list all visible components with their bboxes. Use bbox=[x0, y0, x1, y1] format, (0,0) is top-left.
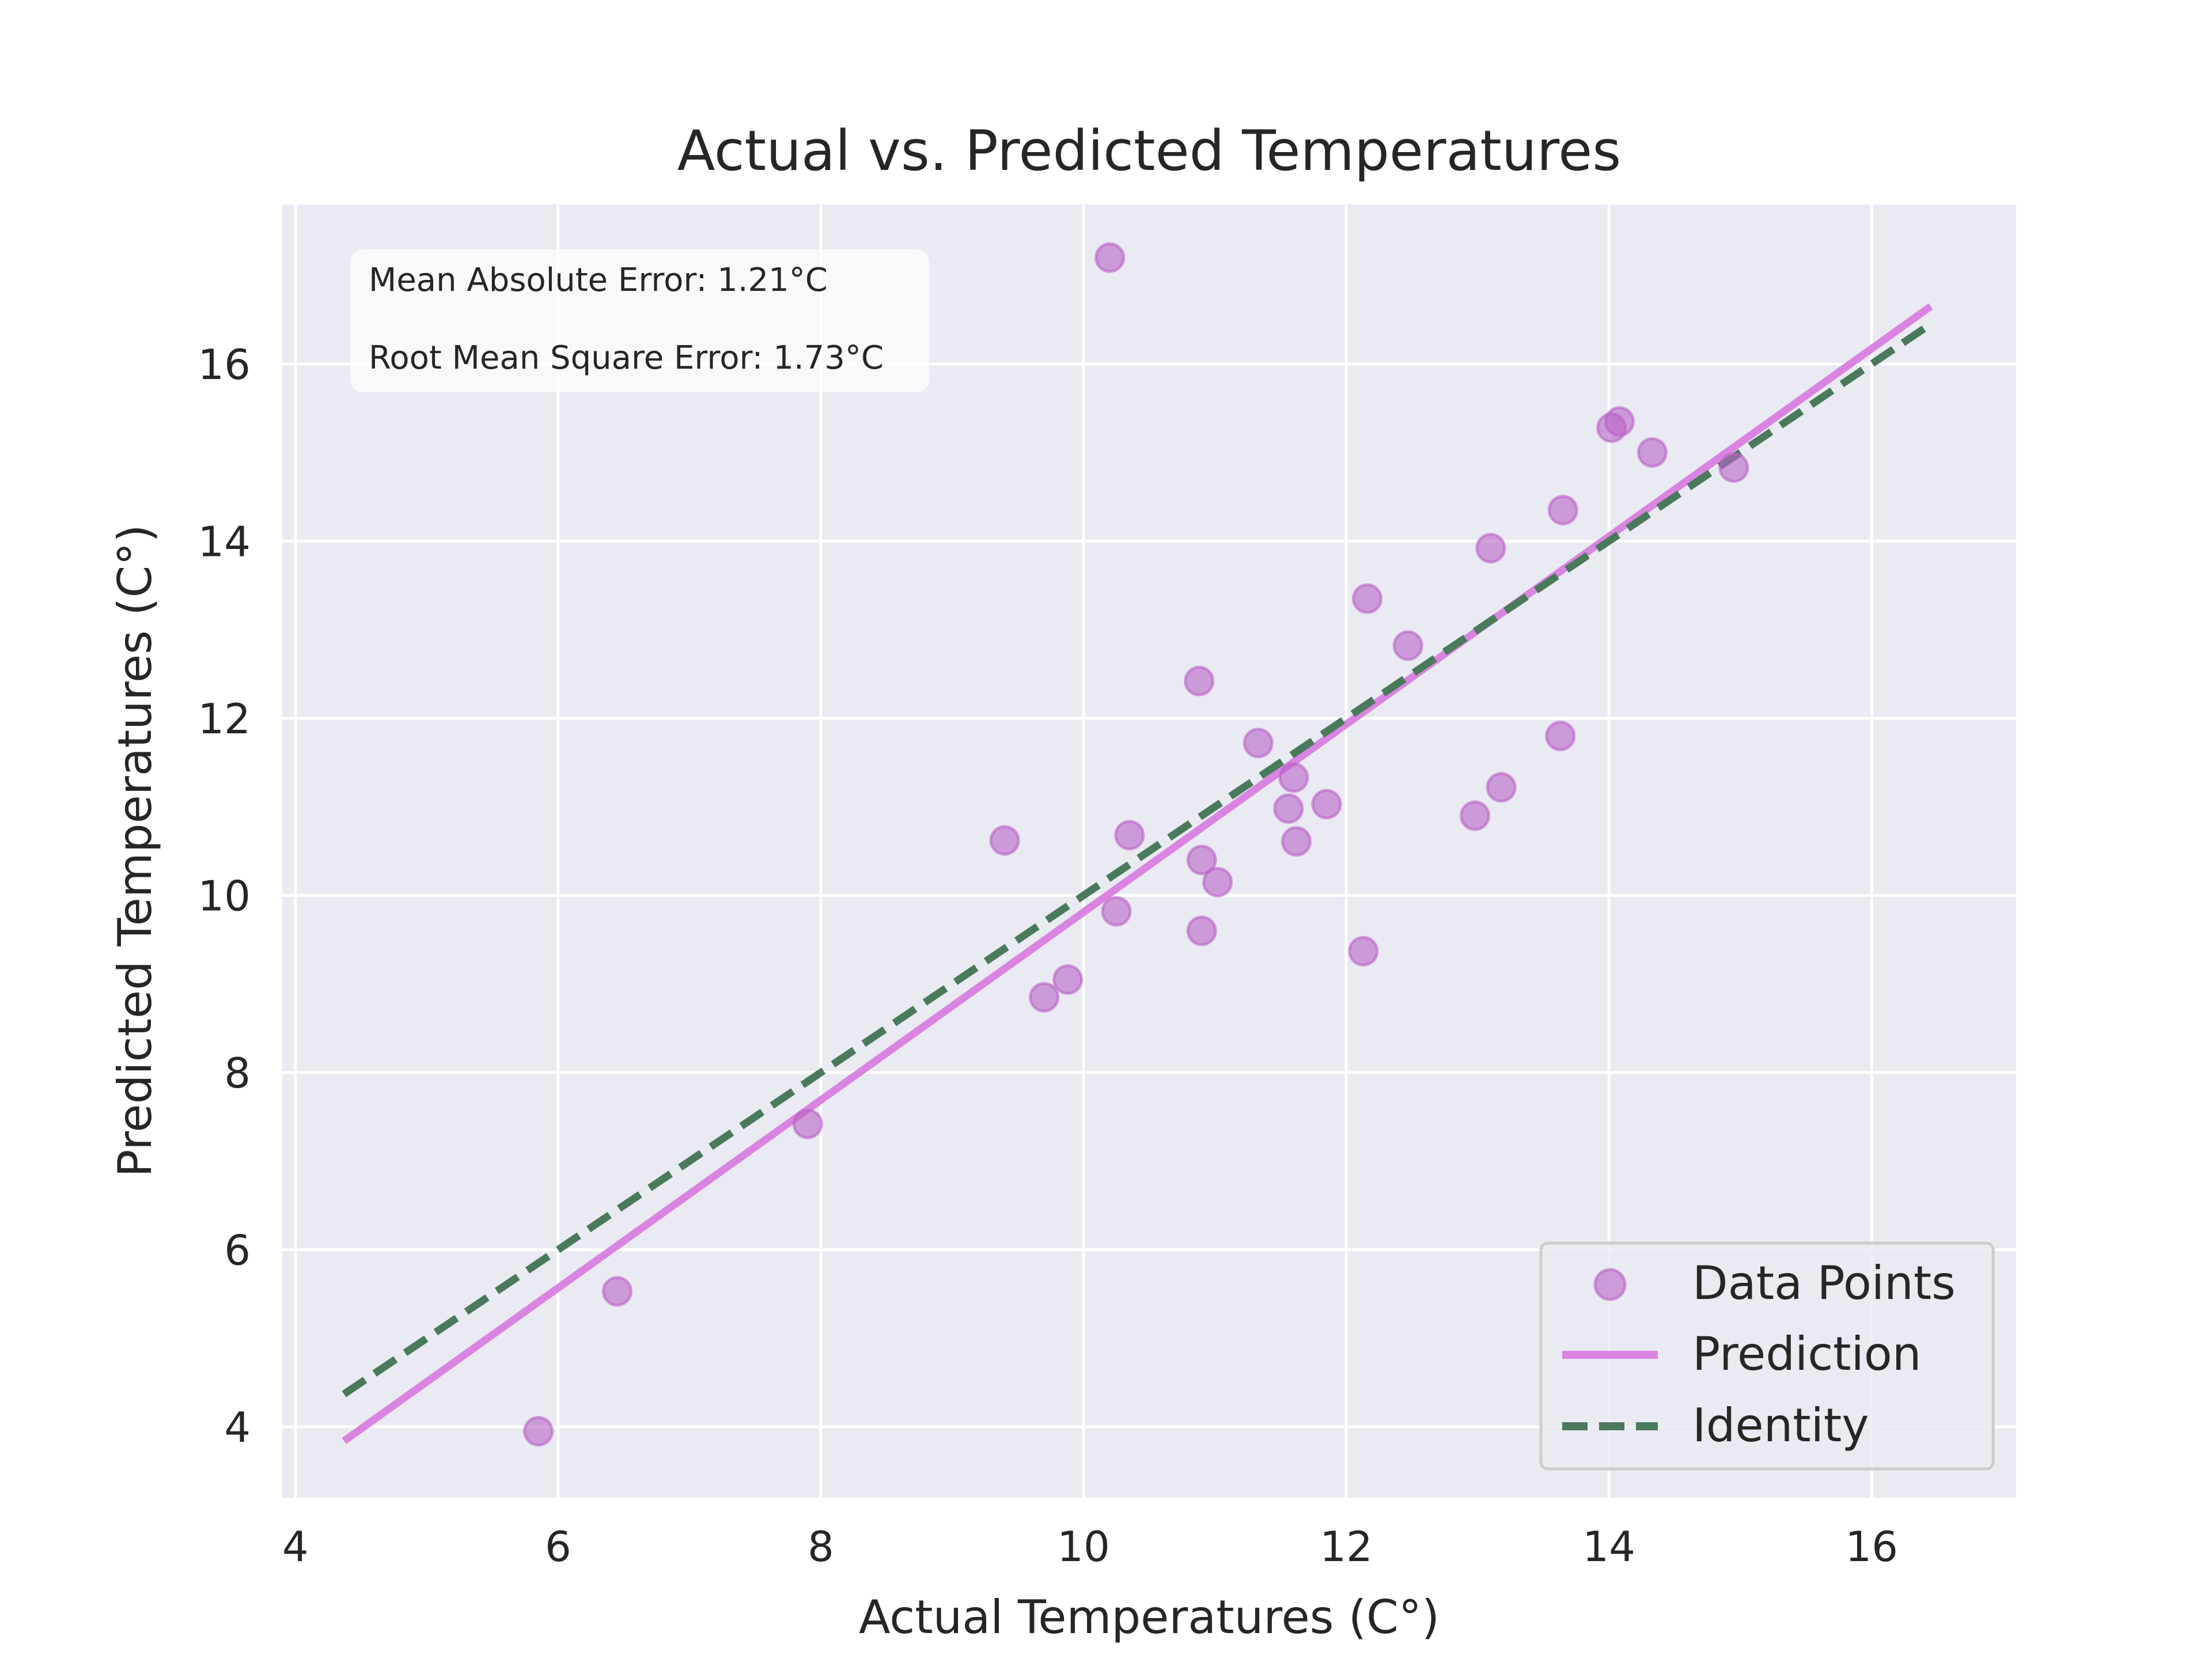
x-tick-label: 10 bbox=[1057, 1522, 1110, 1571]
y-axis-label: Predicted Temperatures (C°) bbox=[108, 524, 162, 1177]
metrics-box: Mean Absolute Error: 1.21°C Root Mean Sq… bbox=[350, 249, 929, 392]
prediction-line bbox=[342, 303, 1933, 1444]
data-point bbox=[1273, 793, 1304, 824]
y-tick-label: 10 bbox=[198, 872, 251, 920]
data-point bbox=[1545, 721, 1576, 752]
x-tick-label: 6 bbox=[545, 1522, 571, 1571]
x-tick-label: 16 bbox=[1845, 1522, 1898, 1571]
data-point bbox=[1186, 915, 1217, 946]
y-tick-label: 6 bbox=[224, 1226, 251, 1274]
data-point bbox=[1281, 826, 1312, 857]
data-point bbox=[1094, 242, 1126, 273]
y-tick-label: 8 bbox=[224, 1049, 251, 1097]
data-point bbox=[1718, 452, 1749, 483]
y-tick-label: 4 bbox=[224, 1403, 251, 1452]
data-point bbox=[1278, 762, 1309, 793]
data-point bbox=[1460, 800, 1491, 831]
chart-title: Actual vs. Predicted Temperatures bbox=[677, 119, 1621, 183]
x-tick-label: 12 bbox=[1320, 1522, 1373, 1571]
x-tick-label: 8 bbox=[808, 1522, 834, 1571]
data-point bbox=[1052, 964, 1084, 995]
data-point bbox=[601, 1276, 632, 1307]
x-tick-label: 14 bbox=[1582, 1522, 1635, 1571]
identity-line bbox=[342, 321, 1933, 1397]
scatter-series bbox=[523, 242, 1749, 1447]
x-axis-label: Actual Temperatures (C°) bbox=[859, 1590, 1440, 1644]
y-tick-label: 14 bbox=[198, 517, 251, 566]
grid bbox=[282, 204, 2016, 1498]
data-point bbox=[1311, 789, 1342, 820]
rmse-annotation: Root Mean Square Error: 1.73°C bbox=[369, 339, 884, 377]
legend: Data Points Prediction Identity bbox=[1539, 1241, 1995, 1471]
data-point bbox=[1475, 533, 1506, 564]
x-tick-labels: 4 6 8 10 12 14 16 bbox=[282, 1522, 1898, 1571]
data-point bbox=[1637, 437, 1668, 468]
legend-label-data-points: Data Points bbox=[1692, 1256, 1956, 1310]
x-tick-label: 4 bbox=[282, 1522, 309, 1571]
y-tick-label: 16 bbox=[198, 340, 251, 389]
line-series bbox=[342, 303, 1933, 1444]
mae-annotation: Mean Absolute Error: 1.21°C bbox=[369, 262, 828, 299]
legend-label-identity: Identity bbox=[1692, 1399, 1869, 1452]
data-point bbox=[1604, 406, 1635, 437]
data-point bbox=[1348, 935, 1379, 967]
data-point bbox=[1101, 896, 1132, 927]
data-point bbox=[989, 825, 1020, 856]
y-tick-label: 12 bbox=[198, 695, 251, 743]
data-point bbox=[1202, 866, 1233, 897]
data-point bbox=[1243, 728, 1274, 759]
data-point bbox=[1392, 630, 1423, 661]
data-point bbox=[1352, 583, 1383, 614]
legend-frame bbox=[1539, 1241, 1995, 1471]
data-point bbox=[1186, 844, 1217, 876]
legend-marker-data-points bbox=[1593, 1268, 1627, 1301]
data-point bbox=[1184, 665, 1215, 696]
data-point bbox=[792, 1108, 823, 1139]
data-point bbox=[1029, 982, 1060, 1013]
data-point bbox=[523, 1416, 554, 1447]
legend-label-prediction: Prediction bbox=[1692, 1327, 1921, 1381]
data-point bbox=[1547, 494, 1578, 525]
y-tick-labels: 4 6 8 10 12 14 16 bbox=[198, 340, 251, 1452]
data-point bbox=[1114, 820, 1145, 851]
data-point bbox=[1486, 772, 1517, 803]
metrics-box-background bbox=[350, 249, 929, 392]
